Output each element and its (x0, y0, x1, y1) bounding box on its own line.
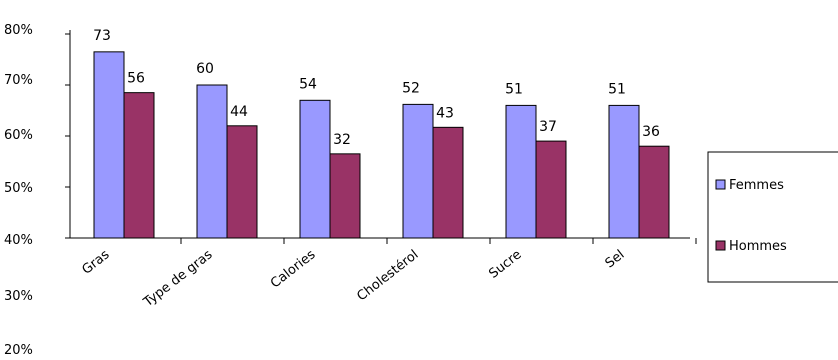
bar-femmes-5 (608, 104, 640, 239)
legend-swatch-femmes (715, 179, 726, 190)
category-label-1: Type de gras (140, 247, 215, 310)
category-label-5: Sel (603, 247, 628, 271)
axes-layer (65, 30, 697, 244)
y-tick-label: 50% (4, 181, 33, 196)
data-label-femmes-5: 51 (608, 81, 626, 97)
bar-hommes-5 (638, 145, 670, 239)
data-label-hommes-4: 37 (539, 119, 557, 135)
bar-hommes-2 (329, 153, 361, 239)
y-tick-label: 20% (4, 343, 33, 358)
data-label-hommes-1: 44 (230, 104, 248, 120)
bar-hommes-4 (535, 140, 567, 239)
bar-femmes-4 (505, 104, 537, 239)
data-label-hommes-5: 36 (642, 124, 660, 140)
y-tick-label: 30% (4, 289, 33, 304)
y-tick-label: 80% (4, 23, 33, 38)
bar-hommes-0 (123, 92, 155, 239)
legend-swatch-hommes (715, 240, 726, 251)
legend-box (707, 151, 838, 283)
data-label-femmes-3: 52 (402, 80, 420, 96)
bar-femmes-3 (402, 103, 434, 239)
y-tick-label: 40% (4, 233, 33, 248)
y-tick-label: 70% (4, 73, 33, 88)
data-label-femmes-2: 54 (299, 76, 317, 92)
legend-label-hommes: Hommes (729, 239, 787, 254)
data-label-hommes-3: 43 (436, 105, 454, 121)
data-label-femmes-1: 60 (196, 61, 214, 77)
bar-femmes-0 (93, 51, 125, 239)
y-tick-label: 60% (4, 128, 33, 143)
category-label-3: Cholestérol (354, 247, 421, 304)
data-label-femmes-0: 73 (93, 28, 111, 44)
legend: Femmes Hommes (707, 151, 838, 283)
legend-label-femmes: Femmes (729, 178, 784, 193)
bars-layer (93, 51, 670, 239)
data-label-hommes-0: 56 (127, 71, 145, 87)
category-label-0: Gras (79, 247, 112, 278)
bar-femmes-2 (299, 99, 331, 239)
data-label-hommes-2: 32 (333, 132, 351, 148)
bar-femmes-1 (196, 84, 228, 239)
bar-hommes-3 (432, 126, 464, 239)
category-label-2: Calories (268, 247, 319, 291)
data-label-femmes-4: 51 (505, 81, 523, 97)
bar-hommes-1 (226, 125, 258, 239)
category-label-4: Sucre (486, 247, 524, 281)
